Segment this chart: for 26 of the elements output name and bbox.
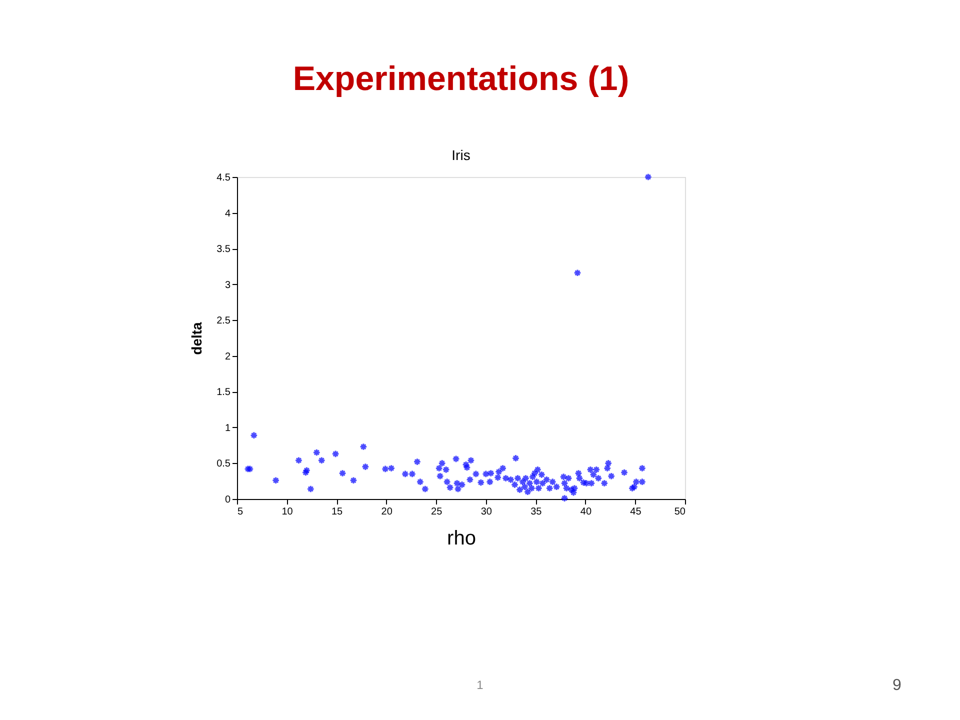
x-tick-label: 45 [630, 506, 642, 518]
y-tick-label: 4 [224, 208, 231, 220]
x-tick-label: 15 [331, 506, 344, 518]
x-tick-label: 10 [282, 506, 294, 518]
chart-subtitle: Iris [452, 146, 470, 163]
y-tick-label: 4.5 [216, 172, 231, 184]
text: 1 [476, 678, 484, 692]
x-tick-label: 30 [480, 506, 492, 518]
x-axis-title: rho [447, 528, 476, 550]
x-tick-label: 5 [238, 506, 244, 518]
y-tick-label: 1.5 [216, 387, 231, 398]
y-tick-label: 1 [224, 422, 231, 434]
y-tick-label: 2.5 [216, 316, 231, 327]
y-tick-label: 3 [224, 280, 231, 291]
x-tick-label: 25 [431, 506, 443, 518]
chart-title: Experimentations (1) [292, 60, 630, 98]
x-tick-label: 20 [381, 506, 393, 518]
x-tick-label: 50 [674, 506, 686, 518]
x-tick-label: 35 [530, 506, 542, 518]
y-tick-label: 0 [224, 494, 231, 506]
x-tick-label: 40 [580, 506, 592, 518]
y-axis-title: delta [188, 322, 205, 355]
y-tick-label: 0.5 [216, 458, 231, 470]
y-tick-label: 3.5 [216, 244, 231, 256]
y-tick-label: 2 [224, 351, 231, 362]
text: 9 [892, 677, 902, 694]
